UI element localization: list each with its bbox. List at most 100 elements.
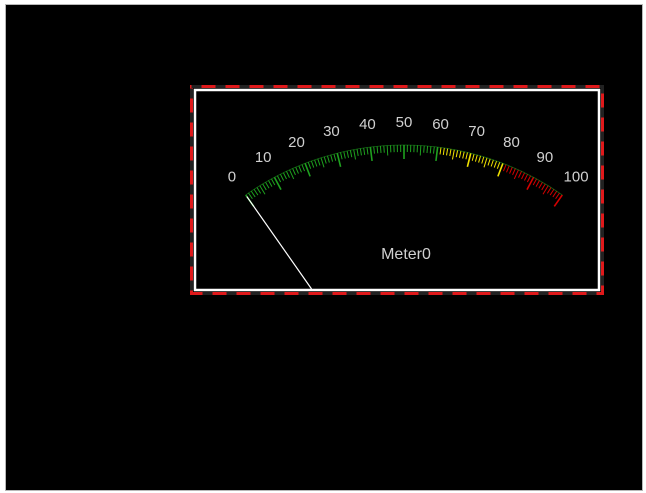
meter-tick <box>295 166 299 174</box>
meter-scale-label: 50 <box>396 114 413 131</box>
meter-tick <box>250 190 256 198</box>
meter-tick <box>259 185 266 195</box>
meter-tick <box>292 168 296 176</box>
meter-tick <box>496 161 501 169</box>
meter-scale-label: 70 <box>468 123 485 140</box>
meter-tick <box>346 150 350 158</box>
meter-face: 0 10 20 30 40 50 60 70 80 90 100 Meter0 <box>190 85 604 295</box>
meter-scale-ticks <box>245 144 563 207</box>
meter-scale-label: 10 <box>255 149 272 166</box>
meter-tick <box>326 155 330 163</box>
meter-tick <box>466 153 472 167</box>
meter-tick <box>369 146 373 162</box>
meter-tick <box>262 183 267 191</box>
meter-tick <box>483 157 488 168</box>
meter-tick <box>356 148 359 157</box>
meter-tick <box>426 145 429 154</box>
meter-tick <box>279 173 284 181</box>
meter-title: Meter0 <box>381 246 431 263</box>
meter-tick <box>524 173 529 181</box>
meter-tick <box>513 169 519 180</box>
meter-tick <box>317 158 321 166</box>
meter-tick <box>465 152 468 160</box>
meter-tick <box>276 175 282 183</box>
meter-tick <box>282 172 287 180</box>
meter-tick <box>553 194 563 207</box>
meter-tick <box>474 154 478 162</box>
meter-tick <box>493 160 498 168</box>
meter-tick <box>518 171 522 178</box>
meter-tick <box>532 178 537 186</box>
meter-tick <box>301 164 306 172</box>
meter-tick <box>273 176 282 191</box>
meter-tick <box>451 149 455 160</box>
meter-scale-label: 0 <box>228 168 236 185</box>
meter-tick <box>333 153 337 161</box>
meter-scale-label: 60 <box>432 116 449 133</box>
meter-tick <box>512 168 516 176</box>
meter-tick <box>253 188 259 196</box>
meter-tick <box>336 153 342 167</box>
meter-tick <box>419 145 422 156</box>
meter-tick <box>310 160 315 168</box>
meter-tick <box>455 150 459 158</box>
meter-tick <box>248 192 253 200</box>
meter-tick <box>271 178 276 186</box>
meter-tick <box>458 150 462 158</box>
meter-tick <box>307 161 312 169</box>
meter-tick <box>552 190 558 198</box>
meter-tick <box>506 165 510 173</box>
meter-tick <box>349 150 353 158</box>
meter-tick <box>462 151 465 159</box>
meter-tick <box>366 147 369 155</box>
meter-tick <box>449 148 452 157</box>
meter-tick <box>490 159 494 167</box>
meter-tick <box>526 176 535 191</box>
meter-tick <box>330 154 334 162</box>
meter-tick <box>268 180 273 187</box>
meter-tick <box>521 172 526 180</box>
meter-tick <box>314 159 318 167</box>
meter-tick <box>481 156 485 164</box>
meter-tick <box>442 147 445 155</box>
meter-scale-label: 100 <box>564 168 589 185</box>
meter-tick <box>433 146 435 154</box>
meter-tick <box>497 163 504 177</box>
meter-tick <box>298 165 302 173</box>
meter-widget[interactable]: 0 10 20 30 40 50 60 70 80 90 100 Meter0 <box>190 85 604 295</box>
meter-scale-arc <box>245 144 563 196</box>
meter-tick <box>541 183 546 191</box>
meter-scale-label: 80 <box>503 134 520 151</box>
meter-tick <box>538 181 543 189</box>
meter-tick <box>555 192 560 200</box>
meter-tick <box>323 156 327 164</box>
design-canvas[interactable]: 0 10 20 30 40 50 60 70 80 90 100 Meter0 <box>6 5 642 490</box>
meter-tick <box>535 180 540 187</box>
meter-tick <box>546 187 552 194</box>
meter-scale-label: 30 <box>323 123 340 140</box>
meter-tick <box>340 152 343 160</box>
meter-tick <box>265 181 270 189</box>
meter-tick <box>373 146 375 154</box>
meter-tick <box>487 158 491 166</box>
meter-tick <box>343 151 346 159</box>
meter-tick <box>363 147 366 155</box>
meter-tick <box>478 155 482 163</box>
meter-scale-label: 40 <box>359 116 376 133</box>
meter-scale-labels: 0 10 20 30 40 50 60 70 80 90 100 <box>228 114 589 185</box>
meter-tick <box>386 145 389 156</box>
meter-tick <box>509 166 513 174</box>
meter-tick <box>320 157 325 168</box>
meter-tick <box>502 164 507 172</box>
meter-tick <box>429 146 432 154</box>
meter-tick <box>304 163 311 177</box>
meter-needle[interactable] <box>246 196 313 290</box>
meter-tick <box>359 148 362 156</box>
meter-tick <box>471 153 475 161</box>
meter-tick <box>289 169 295 180</box>
meter-tick <box>435 146 439 162</box>
meter-tick <box>379 145 382 154</box>
meter-tick <box>376 146 379 154</box>
meter-tick <box>549 188 555 196</box>
selection-frame-dashes <box>190 85 604 295</box>
